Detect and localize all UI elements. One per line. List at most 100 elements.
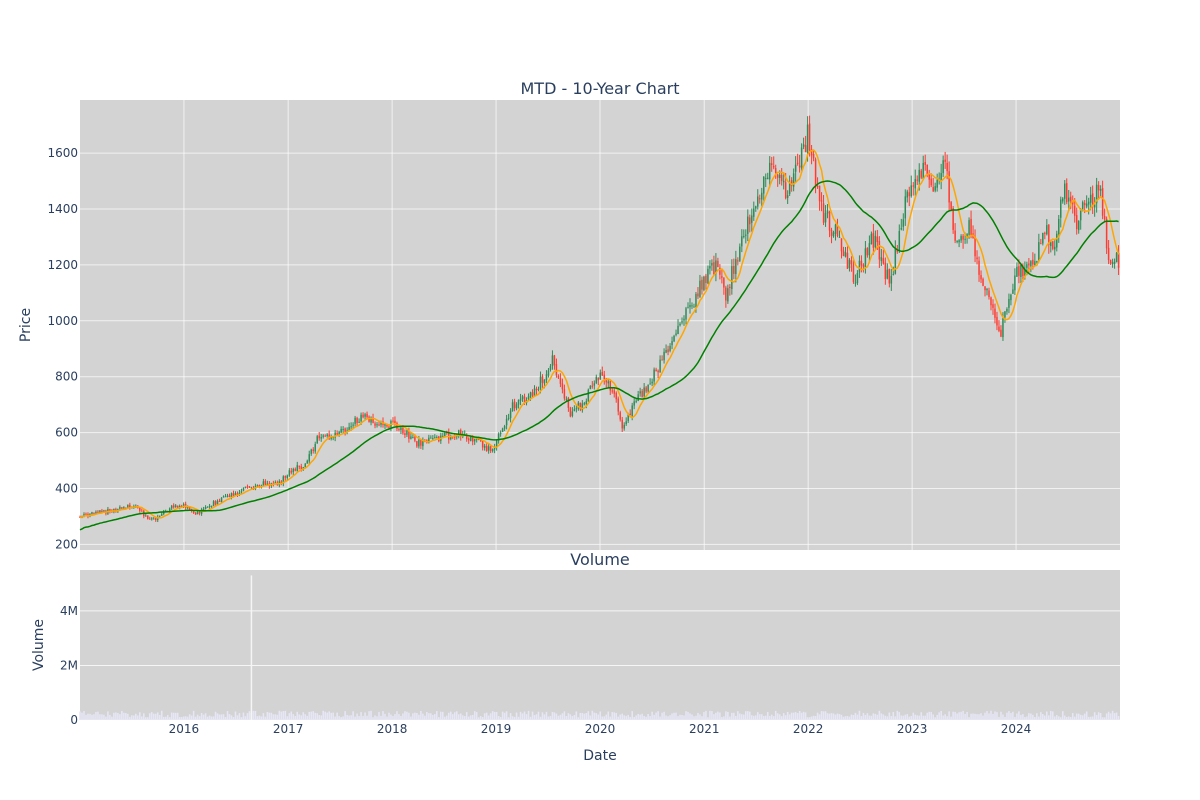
volume-bar	[326, 712, 328, 720]
date-tick-label: 2018	[377, 722, 408, 736]
candle-body	[1062, 198, 1064, 202]
candle-body	[978, 260, 980, 275]
volume-bar	[737, 711, 739, 720]
volume-bar	[533, 715, 536, 720]
volume-bar	[575, 711, 578, 720]
candle-body	[806, 124, 809, 153]
candle-body	[264, 480, 267, 485]
candle-body	[420, 439, 422, 446]
candle-body	[310, 449, 312, 454]
volume-bar	[715, 712, 717, 720]
candle-body	[430, 437, 432, 439]
volume-bar	[725, 711, 727, 720]
candle-body	[194, 512, 197, 515]
candle-body	[747, 216, 749, 234]
candle-body	[129, 504, 131, 508]
candle-body	[826, 210, 829, 214]
candle-body	[683, 318, 685, 321]
volume-bar	[1091, 716, 1094, 720]
candle-body	[551, 355, 554, 366]
price-tick-label: 1000	[47, 314, 78, 328]
volume-bar	[176, 712, 179, 720]
candle-body	[1000, 329, 1002, 337]
candle-body	[543, 379, 546, 384]
volume-bar	[683, 715, 685, 720]
volume-bar	[438, 717, 440, 720]
candle-body	[689, 305, 691, 308]
candle-body	[535, 388, 538, 391]
candle-body	[613, 390, 615, 394]
volume-bar	[547, 716, 550, 720]
volume-bar	[605, 714, 608, 720]
candle-body	[976, 257, 978, 260]
volume-bar	[958, 712, 960, 720]
volume-bar	[992, 713, 994, 720]
candle-body	[188, 507, 191, 510]
candle-body	[557, 375, 560, 378]
volume-bar	[477, 717, 480, 720]
candle-body	[266, 483, 269, 485]
volume-bar	[896, 710, 899, 720]
volume-bar	[607, 711, 610, 720]
volume-bar	[589, 715, 592, 720]
candle-body	[1052, 241, 1054, 249]
candle-body	[988, 290, 990, 298]
candle-body	[145, 515, 147, 517]
candle-body	[1060, 199, 1062, 218]
candle-body	[934, 186, 936, 191]
candle-body	[733, 266, 735, 274]
candle-body	[699, 280, 701, 297]
volume-bar	[200, 713, 203, 720]
candle-body	[238, 492, 241, 495]
volume-bar	[661, 712, 663, 720]
candle-body	[575, 408, 578, 410]
candle-body	[729, 286, 731, 289]
candle-body	[641, 390, 643, 397]
candle-body	[97, 511, 99, 513]
volume-bar	[194, 716, 197, 720]
volume-bar	[802, 711, 805, 720]
candle-body	[902, 219, 905, 227]
volume-bar	[422, 713, 424, 720]
candle-body	[348, 426, 350, 432]
candle-body	[469, 436, 472, 441]
candle-body	[768, 162, 771, 180]
candle-body	[232, 493, 235, 496]
candle-body	[561, 383, 564, 390]
volume-bar	[483, 713, 486, 720]
candle-body	[611, 390, 613, 392]
volume-bar	[655, 712, 657, 720]
candle-body	[284, 476, 287, 478]
volume-bar	[529, 716, 532, 720]
candle-body	[410, 436, 412, 439]
volume-bar	[595, 713, 598, 720]
date-tick-label: 2016	[169, 722, 200, 736]
candle-body	[1018, 266, 1020, 276]
volume-bar	[561, 713, 564, 720]
volume-bar	[286, 716, 289, 720]
volume-bar	[370, 710, 372, 720]
volume-bar	[571, 716, 574, 720]
candle-body	[723, 278, 725, 288]
candle-body	[1004, 311, 1006, 318]
candle-body	[974, 236, 976, 257]
candle-body	[721, 276, 723, 278]
volume-bar	[824, 711, 827, 720]
volume-bar	[240, 717, 243, 720]
volume-bar	[376, 716, 378, 720]
candle-body	[655, 369, 657, 372]
volume-bar	[952, 711, 954, 720]
candle-body	[994, 308, 996, 318]
volume-bar	[1012, 711, 1014, 720]
volume-bar	[840, 714, 843, 720]
volume-bar	[796, 713, 799, 720]
volume-bar	[505, 711, 508, 720]
candle-body	[850, 260, 853, 265]
volume-bar	[394, 714, 396, 720]
volume-bar	[591, 710, 594, 720]
candle-body	[942, 160, 944, 174]
candle-body	[707, 268, 709, 284]
volume-bar	[463, 716, 466, 720]
candle-body	[1058, 218, 1060, 235]
